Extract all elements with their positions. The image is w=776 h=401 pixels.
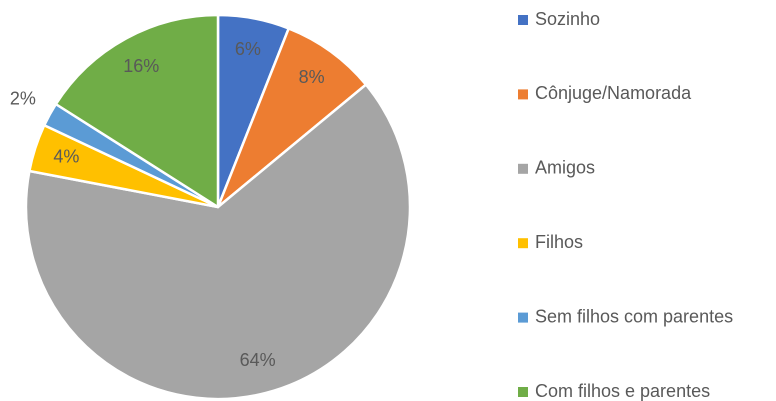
pie-slice [216, 27, 368, 209]
data-label: 6% [235, 39, 261, 59]
legend-swatch [518, 238, 528, 249]
legend-label: Sem filhos com parentes [535, 306, 733, 326]
legend-swatch [518, 163, 528, 174]
data-label: 4% [53, 147, 79, 167]
legend-swatch [518, 15, 528, 25]
legend-swatch [518, 89, 528, 100]
data-label: 64% [240, 350, 276, 370]
legend-label: Cônjuge/Namorada [535, 83, 692, 103]
legend-label: Com filhos e parentes [535, 381, 710, 401]
data-label: 2% [10, 88, 36, 108]
pie-slice [54, 13, 220, 209]
data-label: 8% [299, 67, 325, 87]
data-label: 16% [123, 56, 159, 76]
legend-swatch [518, 387, 528, 397]
legend-swatch [518, 312, 528, 323]
pie-slice [24, 83, 412, 401]
legend-label: Filhos [535, 232, 583, 252]
legend-label: Amigos [535, 158, 595, 178]
legend-label: Sozinho [535, 9, 600, 29]
